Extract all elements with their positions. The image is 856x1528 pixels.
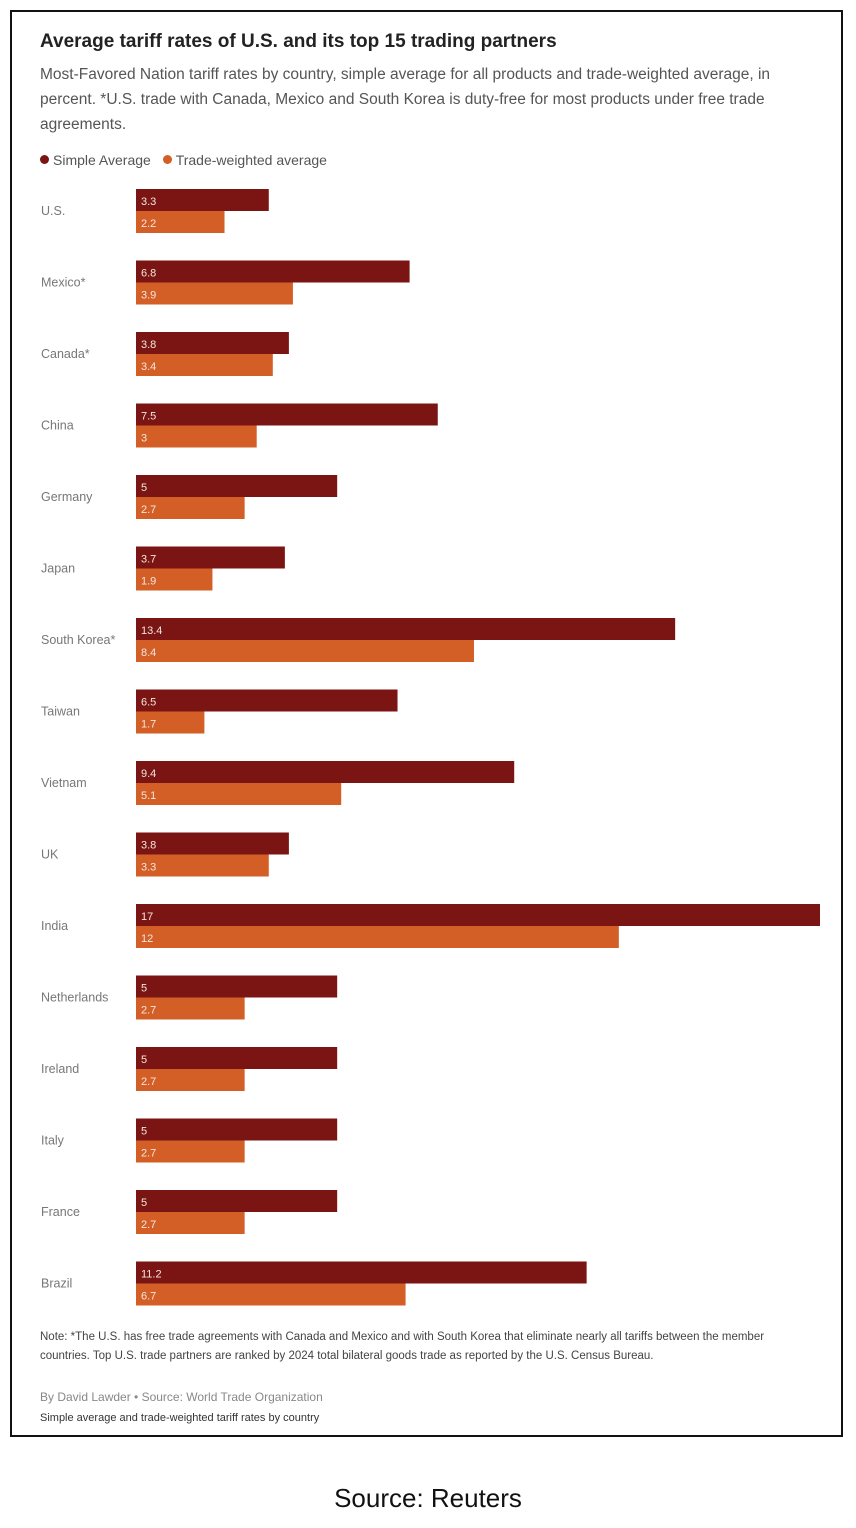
value-label-brazil-trade-weighted-average: 6.7 (141, 1291, 156, 1303)
value-label-india-simple-average: 17 (141, 911, 153, 923)
legend-label-simple-average: Simple Average (53, 152, 151, 168)
value-label-china-trade-weighted-average: 3 (141, 433, 147, 445)
bar-chart: U.S. 3.3 2.2 Mexico* 6.8 3.9 Canada* 3.8 3.4 Chin… (41, 189, 820, 1306)
footnote: Note: *The U.S. has free trade agreement… (40, 1331, 765, 1362)
value-label-japan-simple-average: 3.7 (141, 554, 156, 566)
bar-brazil-simple-average (136, 1261, 587, 1284)
bar-u-s-simple-average (136, 189, 269, 211)
bar-canada-trade-weighted-average (136, 354, 273, 376)
value-label-taiwan-trade-weighted-average: 1.7 (141, 719, 156, 731)
bar-netherlands-simple-average (136, 975, 338, 998)
value-label-mexico-simple-average: 6.8 (141, 268, 156, 280)
bar-south-korea-simple-average (136, 618, 676, 640)
bar-u-s-trade-weighted-average (136, 211, 225, 233)
value-label-france-trade-weighted-average: 2.7 (141, 1219, 156, 1231)
bar-italy-simple-average (136, 1118, 338, 1141)
value-label-canada-trade-weighted-average: 3.4 (141, 361, 156, 373)
value-label-canada-simple-average: 3.8 (141, 339, 156, 351)
category-label-uk: UK (41, 848, 59, 862)
category-label-brazil: Brazil (41, 1277, 72, 1291)
bar-uk-trade-weighted-average (136, 854, 269, 877)
legend-swatch-simple-average (40, 155, 49, 164)
bar-france-trade-weighted-average (136, 1212, 245, 1234)
bar-china-trade-weighted-average (136, 425, 257, 448)
bar-japan-simple-average (136, 546, 285, 569)
bar-india-trade-weighted-average (136, 926, 619, 948)
value-label-japan-trade-weighted-average: 1.9 (141, 576, 156, 588)
value-label-vietnam-simple-average: 9.4 (141, 768, 156, 780)
value-label-italy-simple-average: 5 (141, 1126, 147, 1138)
value-label-germany-simple-average: 5 (141, 482, 147, 494)
bar-germany-trade-weighted-average (136, 497, 245, 519)
category-label-taiwan: Taiwan (41, 705, 80, 719)
legend-label-trade-weighted: Trade-weighted average (175, 152, 327, 168)
category-label-germany: Germany (41, 490, 93, 504)
bar-italy-trade-weighted-average (136, 1140, 245, 1163)
category-label-france: France (41, 1205, 80, 1219)
bar-uk-simple-average (136, 832, 289, 855)
value-label-china-simple-average: 7.5 (141, 411, 156, 423)
bar-germany-simple-average (136, 475, 338, 497)
value-label-india-trade-weighted-average: 12 (141, 933, 153, 945)
legend-item-trade-weighted: Trade-weighted average (162, 152, 327, 168)
category-label-canada: Canada* (41, 347, 90, 361)
bar-ireland-simple-average (136, 1047, 338, 1069)
value-label-u-s-simple-average: 3.3 (141, 196, 156, 208)
value-label-vietnam-trade-weighted-average: 5.1 (141, 790, 156, 802)
byline: By David Lawder • Source: World Trade Or… (40, 1390, 323, 1404)
bar-mexico-simple-average (136, 260, 410, 283)
bar-canada-simple-average (136, 332, 289, 354)
bar-brazil-trade-weighted-average (136, 1283, 406, 1306)
category-label-japan: Japan (41, 562, 75, 576)
value-label-ireland-simple-average: 5 (141, 1054, 147, 1066)
bar-japan-trade-weighted-average (136, 568, 213, 591)
bar-vietnam-trade-weighted-average (136, 783, 342, 805)
chart-subtitle: Most-Favored Nation tariff rates by coun… (40, 66, 771, 133)
legend: Simple Average Trade-weighted average (40, 152, 335, 168)
category-label-netherlands: Netherlands (41, 991, 108, 1005)
chart-title: Average tariff rates of U.S. and its top… (40, 31, 557, 52)
value-label-u-s-trade-weighted-average: 2.2 (141, 218, 156, 230)
chart-caption: Simple average and trade-weighted tariff… (40, 1412, 320, 1424)
bar-china-simple-average (136, 403, 438, 426)
value-label-france-simple-average: 5 (141, 1197, 147, 1209)
category-label-china: China (41, 419, 74, 433)
value-label-uk-trade-weighted-average: 3.3 (141, 862, 156, 874)
bar-south-korea-trade-weighted-average (136, 640, 474, 662)
value-label-brazil-simple-average: 11.2 (141, 1269, 162, 1281)
bar-ireland-trade-weighted-average (136, 1069, 245, 1091)
value-label-ireland-trade-weighted-average: 2.7 (141, 1076, 156, 1088)
value-label-mexico-trade-weighted-average: 3.9 (141, 290, 156, 302)
category-label-vietnam: Vietnam (41, 776, 87, 790)
value-label-netherlands-trade-weighted-average: 2.7 (141, 1005, 156, 1017)
value-label-uk-simple-average: 3.8 (141, 840, 156, 852)
bar-vietnam-simple-average (136, 761, 515, 783)
value-label-taiwan-simple-average: 6.5 (141, 697, 156, 709)
bar-taiwan-simple-average (136, 689, 398, 712)
category-label-ireland: Ireland (41, 1062, 79, 1076)
category-label-mexico: Mexico* (41, 276, 86, 290)
value-label-italy-trade-weighted-average: 2.7 (141, 1148, 156, 1160)
bar-france-simple-average (136, 1190, 338, 1212)
bar-mexico-trade-weighted-average (136, 282, 293, 305)
value-label-netherlands-simple-average: 5 (141, 983, 147, 995)
value-label-south-korea-trade-weighted-average: 8.4 (141, 647, 156, 659)
value-label-germany-trade-weighted-average: 2.7 (141, 504, 156, 516)
category-label-italy: Italy (41, 1134, 65, 1148)
category-label-south-korea: South Korea* (41, 633, 115, 647)
bar-india-simple-average (136, 904, 820, 926)
bar-taiwan-trade-weighted-average (136, 711, 205, 734)
legend-item-simple-average: Simple Average (40, 152, 151, 168)
category-label-u-s: U.S. (41, 204, 65, 218)
category-label-india: India (41, 919, 68, 933)
source-line: Source: Reuters (334, 1483, 522, 1513)
bar-netherlands-trade-weighted-average (136, 997, 245, 1020)
value-label-south-korea-simple-average: 13.4 (141, 625, 162, 637)
legend-swatch-trade-weighted (162, 155, 172, 164)
